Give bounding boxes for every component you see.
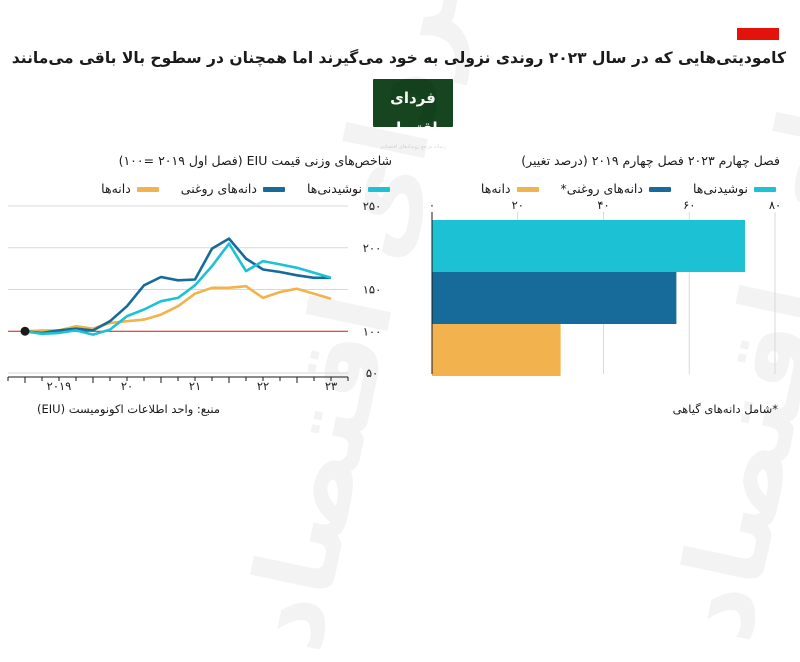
legend-swatch xyxy=(648,187,671,192)
x-tick-label: ۸۰ xyxy=(769,198,781,212)
legend-swatch xyxy=(262,187,285,192)
x-tick-label: ۲۰ xyxy=(121,379,133,393)
legend-label: نوشیدنی‌ها xyxy=(692,181,748,196)
legend-item-grains: دانه‌ها xyxy=(101,181,159,197)
x-tick-label: ۴۰ xyxy=(597,198,609,212)
bar xyxy=(432,272,677,324)
legend-label: دانه‌های روغنی xyxy=(180,181,257,196)
logo: فردای اقتصاد رسانه مرجع رویدادهای اقتصاد… xyxy=(373,79,453,150)
legend-label: دانه‌های روغنی* xyxy=(560,181,643,196)
x-tick-label: ۲۲ xyxy=(257,379,269,393)
y-tick-label: ۲۰۰ xyxy=(363,241,382,255)
bar-note: *شامل دانه‌های گیاهی xyxy=(672,402,778,416)
y-tick-label: ۲۵۰ xyxy=(363,199,382,213)
bar-chart-legend: نوشیدنی‌ها دانه‌های روغنی* دانه‌ها xyxy=(463,181,776,197)
legend-label: دانه‌ها xyxy=(480,181,511,196)
y-tick-label: ۵۰ xyxy=(366,366,378,380)
y-tick-label: ۱۵۰ xyxy=(363,283,382,297)
series-line xyxy=(24,237,331,335)
line-chart: ۵۰ ۱۰۰ ۱۵۰ ۲۰۰ ۲۵۰ ۲۰۱۹ ۲۰ ۲۱ ۲۲ ۲۳ xyxy=(7,199,382,393)
legend-item-grains: دانه‌ها xyxy=(481,181,539,197)
legend-label: دانه‌ها xyxy=(101,181,131,196)
series-line xyxy=(24,284,332,333)
bar-chart-title: فصل چهارم ۲۰۲۳ فصل چهارم ۲۰۱۹ (درصد تغیی… xyxy=(521,153,780,168)
legend-item-beverages: نوشیدنی‌ها xyxy=(307,181,390,197)
line-chart-legend: نوشیدنی‌ها دانه‌های روغنی دانه‌ها xyxy=(83,181,390,197)
legend-label: نوشیدنی‌ها xyxy=(306,181,362,196)
line-chart-title: شاخص‌های وزنی قیمت EIU (فصل اول ۲۰۱۹ =۱۰… xyxy=(118,153,392,168)
legend-swatch xyxy=(368,187,390,192)
start-dot xyxy=(20,326,30,336)
x-tick-label: ۲۰۱۹ xyxy=(47,379,72,393)
x-tick-label: ۶۰ xyxy=(683,198,695,212)
x-tick-label: ۲۰ xyxy=(512,198,524,212)
bar xyxy=(432,324,561,376)
bar-chart: ۰ ۲۰ ۴۰ ۶۰ ۸۰ xyxy=(429,198,781,376)
source-note: منبع: واحد اطلاعات اکونومیست (EIU) xyxy=(36,402,220,416)
legend-item-oilseeds: دانه‌های روغنی xyxy=(181,181,285,197)
y-tick-label: ۱۰۰ xyxy=(363,324,382,338)
x-tick-label: ۲۳ xyxy=(325,379,337,393)
x-tick-label: ۲۱ xyxy=(189,379,201,393)
legend-item-beverages: نوشیدنی‌ها xyxy=(693,181,776,197)
logo-tagline: رسانه مرجع رویدادهای اقتصادی xyxy=(380,144,446,150)
bar xyxy=(432,220,745,272)
legend-swatch xyxy=(136,187,159,192)
page-title: کامودیتی‌هایی که در سال ۲۰۲۳ روندی نزولی… xyxy=(11,49,786,67)
legend-item-oilseeds: دانه‌های روغنی* xyxy=(561,181,671,197)
series-line xyxy=(24,242,332,336)
x-tick-label: ۰ xyxy=(429,198,435,212)
legend-swatch xyxy=(516,187,539,192)
logo-name: فردای اقتصاد xyxy=(388,89,438,137)
legend-swatch xyxy=(754,187,776,192)
accent-tag xyxy=(737,28,779,40)
